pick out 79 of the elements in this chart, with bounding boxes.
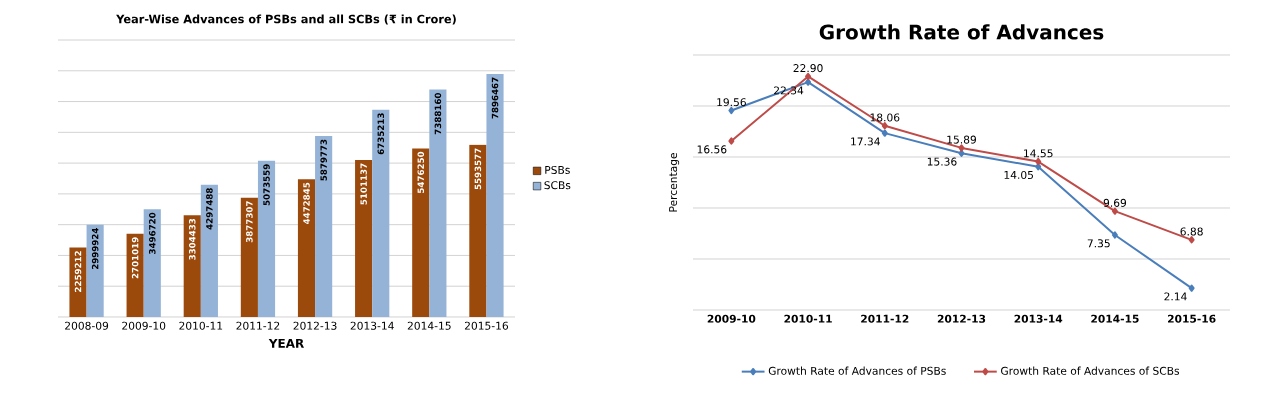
legend-label: Growth Rate of Advances of SCBs <box>1001 366 1180 375</box>
data-label: 5593577 <box>474 148 482 190</box>
data-label: 14.05 <box>1004 170 1034 180</box>
bar <box>315 136 333 317</box>
x-tick-label: 2014-15 <box>1091 314 1139 323</box>
data-label: 7.35 <box>1087 239 1110 248</box>
bar <box>469 144 487 317</box>
chart-title: Year-Wise Advances of PSBs and all SCBs (₹ in Crore) <box>116 14 456 25</box>
x-tick-label: 2010-11 <box>179 321 223 330</box>
x-tick-label: 2009-10 <box>122 321 166 330</box>
x-axis-title: YEAR <box>268 338 304 348</box>
data-label: 5073559 <box>263 164 270 206</box>
data-label: 3496720 <box>149 212 156 254</box>
point <box>1188 236 1195 244</box>
x-tick-label: 2011-12 <box>861 314 909 323</box>
y-axis-title: Percentage <box>669 153 680 212</box>
point <box>805 78 812 86</box>
data-label: 2999924 <box>91 227 99 270</box>
bar <box>86 224 104 317</box>
bar <box>240 197 258 317</box>
data-label: 2701019 <box>131 237 139 279</box>
data-label: 5476250 <box>417 151 425 193</box>
x-tick-label: 2013-14 <box>1014 314 1063 323</box>
data-label: 3877307 <box>246 201 253 243</box>
bar <box>69 247 87 317</box>
legend-label: PSBs <box>545 165 570 174</box>
data-label: 22.90 <box>793 64 823 73</box>
point <box>881 129 888 137</box>
bar <box>355 160 373 317</box>
bar <box>200 184 218 317</box>
bar <box>486 73 504 317</box>
x-tick-label: 2015-16 <box>1167 314 1216 323</box>
chart-title: Growth Rate of Advances <box>819 24 1104 40</box>
point <box>1111 231 1118 239</box>
x-tick-label: 2013-14 <box>350 321 394 330</box>
x-tick-label: 2008-09 <box>65 321 109 330</box>
x-tick-label: 2015-16 <box>464 321 509 330</box>
bar <box>183 215 201 317</box>
bar <box>429 89 447 317</box>
data-label: 4472845 <box>303 182 310 225</box>
data-label: 16.56 <box>697 145 727 154</box>
bar <box>372 109 390 317</box>
legend-label: Growth Rate of Advances of PSBs <box>768 366 946 375</box>
point <box>1035 163 1042 171</box>
bar <box>126 233 144 317</box>
x-tick-label: 2011-12 <box>236 321 280 330</box>
legend-label: SCBs <box>544 181 571 190</box>
point <box>881 122 888 130</box>
point <box>958 144 965 152</box>
x-tick-label: 2010-11 <box>784 314 832 323</box>
point <box>1111 207 1118 215</box>
data-label: 15.36 <box>927 157 957 166</box>
data-label: 3304433 <box>188 218 196 260</box>
point <box>805 72 812 81</box>
point <box>728 137 735 145</box>
point <box>1188 284 1195 292</box>
data-label: 9.69 <box>1103 198 1127 207</box>
x-tick-label: 2009-10 <box>707 314 756 323</box>
data-label: 2259212 <box>74 251 82 292</box>
data-label: 5101137 <box>360 163 367 205</box>
data-label: 6.88 <box>1180 227 1203 236</box>
data-label: 7896467 <box>491 77 499 119</box>
bar <box>257 160 276 317</box>
data-label: 17.34 <box>851 137 880 146</box>
bar <box>143 209 161 317</box>
data-label: 6735213 <box>377 113 385 155</box>
data-label: 2.14 <box>1164 292 1187 301</box>
x-tick-label: 2012-13 <box>293 321 337 330</box>
data-label: 4297488 <box>206 188 213 230</box>
data-label: 14.55 <box>1024 149 1053 158</box>
bar <box>412 148 430 317</box>
data-label: 18.06 <box>870 113 900 122</box>
bar <box>297 179 316 317</box>
x-tick-label: 2014-15 <box>407 321 451 330</box>
data-label: 19.56 <box>717 98 746 107</box>
data-label: 5879773 <box>320 139 327 181</box>
data-label: 7388160 <box>434 92 442 135</box>
x-tick-label: 2012-13 <box>937 314 986 323</box>
data-label: 15.89 <box>947 135 977 144</box>
